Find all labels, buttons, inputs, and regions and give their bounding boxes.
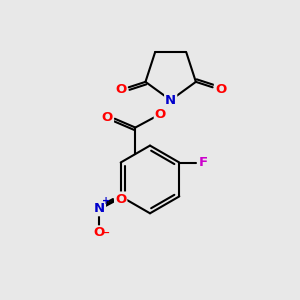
Text: O: O [115, 193, 126, 206]
Text: −: − [101, 228, 111, 238]
Text: O: O [115, 83, 127, 96]
Text: O: O [155, 108, 166, 121]
Text: O: O [215, 83, 226, 96]
Text: N: N [94, 202, 105, 215]
Text: O: O [94, 226, 105, 239]
Text: F: F [198, 156, 207, 169]
Text: +: + [102, 196, 110, 206]
Text: O: O [102, 111, 113, 124]
Text: N: N [165, 94, 176, 107]
